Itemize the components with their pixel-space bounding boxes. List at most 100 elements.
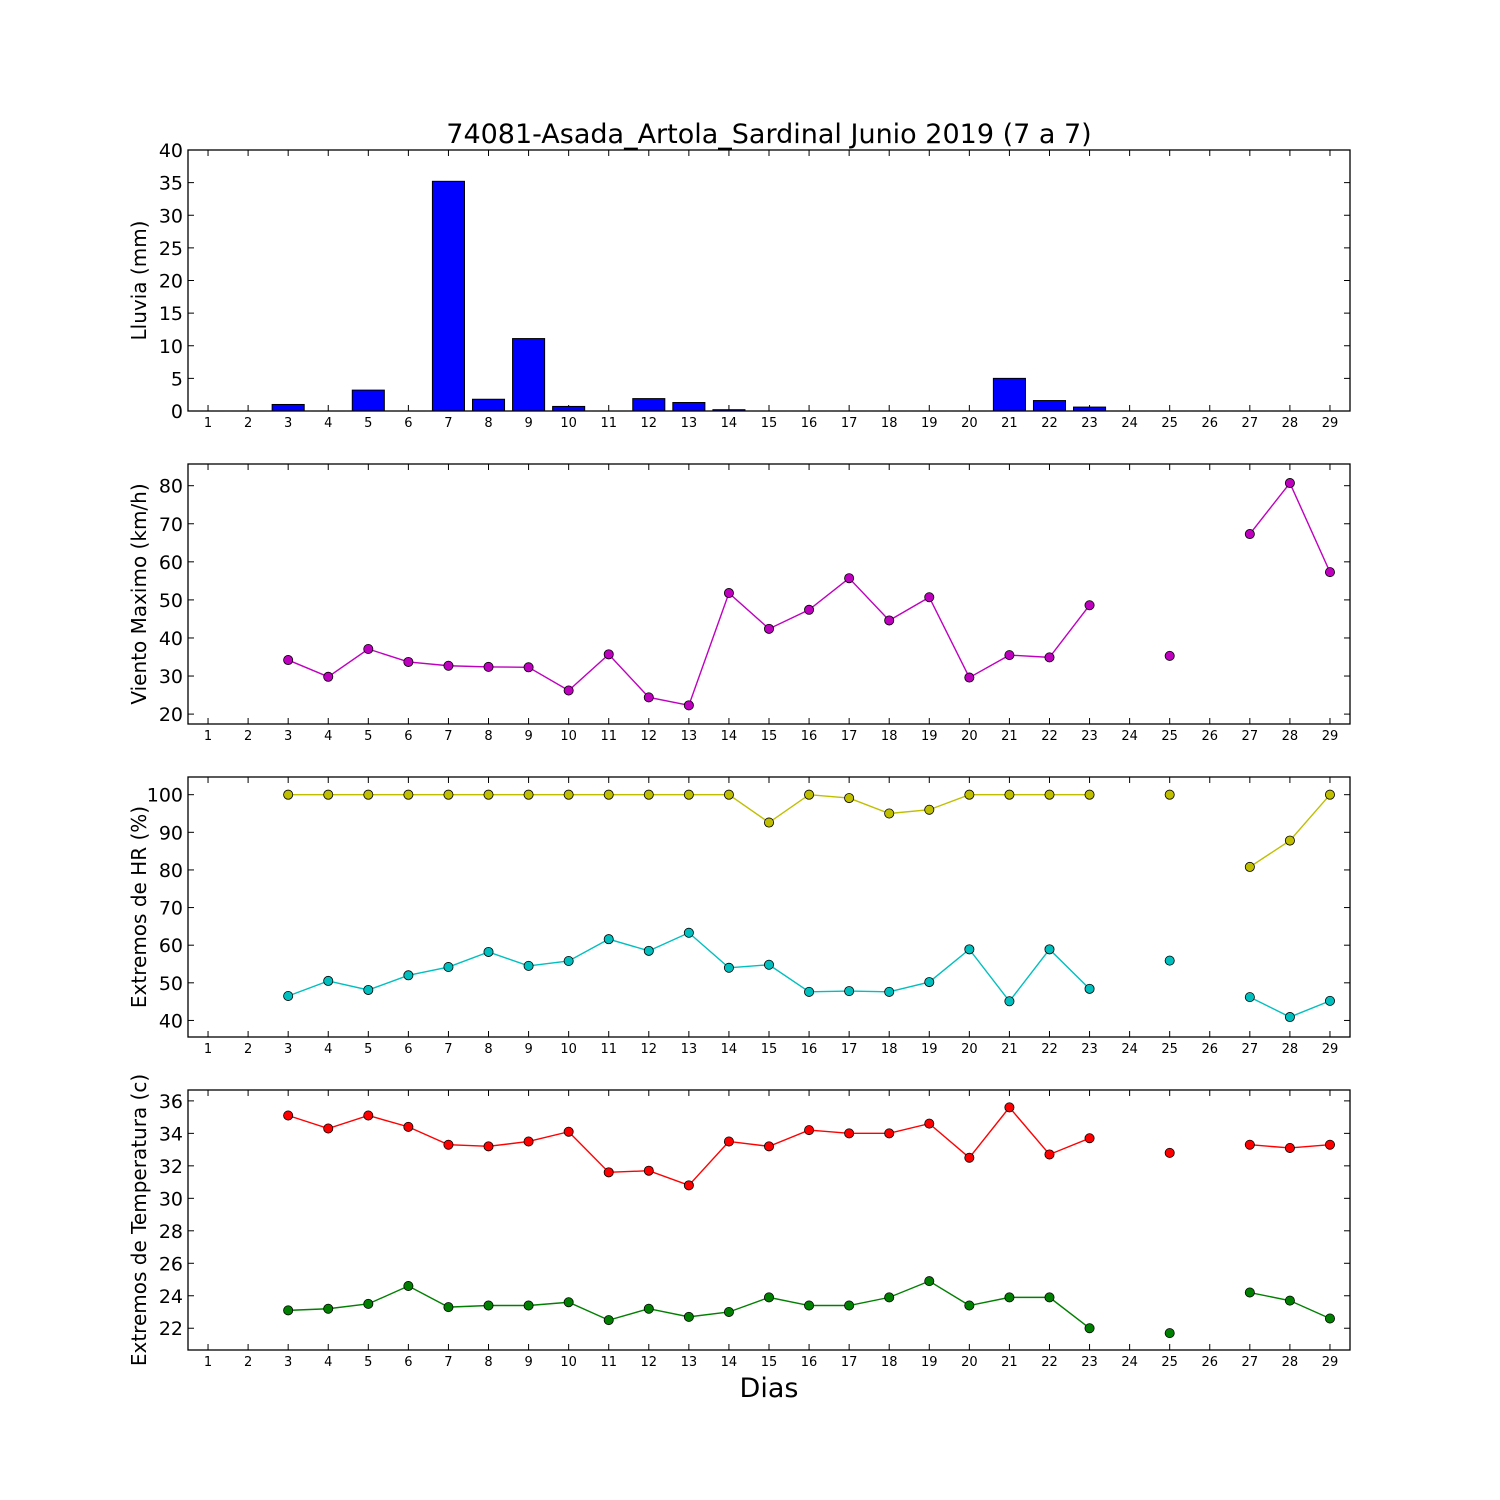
data-point bbox=[964, 1152, 975, 1163]
y-tick-label: 15 bbox=[159, 303, 183, 325]
x-tick-label: 26 bbox=[1201, 1042, 1218, 1057]
x-tick-label: 23 bbox=[1081, 416, 1098, 431]
data-point bbox=[283, 655, 294, 666]
data-point bbox=[1244, 861, 1255, 872]
data-point bbox=[523, 1300, 534, 1311]
y-tick-label: 40 bbox=[159, 628, 183, 650]
data-point bbox=[363, 984, 374, 995]
data-point bbox=[844, 1128, 855, 1139]
x-tick-label: 5 bbox=[364, 1042, 372, 1057]
x-tick-label: 6 bbox=[404, 1355, 412, 1370]
x-tick-label: 28 bbox=[1282, 1355, 1299, 1370]
data-point bbox=[1164, 955, 1175, 966]
bar bbox=[1032, 400, 1067, 412]
x-tick-label: 18 bbox=[881, 1355, 898, 1370]
x-tick-label: 7 bbox=[444, 729, 452, 744]
data-point bbox=[603, 649, 614, 660]
data-point bbox=[764, 1141, 775, 1152]
y-tick-label: 24 bbox=[159, 1286, 183, 1308]
data-point bbox=[844, 793, 855, 804]
x-tick-label: 29 bbox=[1322, 1042, 1339, 1057]
y-tick-label: 40 bbox=[159, 1010, 183, 1032]
data-point bbox=[1084, 1323, 1095, 1334]
data-point bbox=[283, 789, 294, 800]
series-line-2 bbox=[287, 931, 1091, 1003]
x-tick-label: 8 bbox=[484, 416, 492, 431]
x-tick-label: 29 bbox=[1322, 416, 1339, 431]
x-tick-label: 29 bbox=[1322, 729, 1339, 744]
data-point bbox=[403, 1281, 414, 1292]
data-point bbox=[1164, 650, 1175, 661]
x-tick-label: 5 bbox=[364, 416, 372, 431]
x-tick-label: 3 bbox=[284, 729, 292, 744]
data-point bbox=[483, 1300, 494, 1311]
data-point bbox=[884, 1128, 895, 1139]
data-point bbox=[804, 986, 815, 997]
x-tick-label: 7 bbox=[444, 416, 452, 431]
x-tick-label: 19 bbox=[921, 416, 938, 431]
data-point bbox=[643, 789, 654, 800]
data-point bbox=[924, 804, 935, 815]
data-point bbox=[1284, 1142, 1295, 1153]
data-point bbox=[1284, 1012, 1295, 1023]
data-point bbox=[1004, 650, 1015, 661]
data-point bbox=[643, 692, 654, 703]
x-tick-label: 12 bbox=[641, 1042, 658, 1057]
data-point bbox=[443, 660, 454, 671]
data-point bbox=[683, 927, 694, 938]
x-tick-label: 13 bbox=[681, 1042, 698, 1057]
x-tick-label: 15 bbox=[761, 1355, 778, 1370]
series-line-1 bbox=[1249, 481, 1331, 573]
x-tick-label: 29 bbox=[1322, 1355, 1339, 1370]
x-tick-label: 28 bbox=[1282, 729, 1299, 744]
y-tick-label: 50 bbox=[159, 973, 183, 995]
x-tick-label: 16 bbox=[801, 1355, 818, 1370]
data-point bbox=[643, 1303, 654, 1314]
y-tick-label: 90 bbox=[159, 822, 183, 844]
x-tick-label: 25 bbox=[1161, 729, 1178, 744]
y-axis-label: Extremos de Temperatura (c) bbox=[127, 1074, 151, 1366]
data-point bbox=[323, 975, 334, 986]
y-tick-label: 60 bbox=[159, 935, 183, 957]
data-point bbox=[1324, 1139, 1335, 1150]
x-tick-label: 21 bbox=[1001, 1042, 1018, 1057]
data-point bbox=[1084, 1133, 1095, 1144]
series-line-1 bbox=[1249, 794, 1331, 868]
x-tick-label: 1 bbox=[204, 729, 212, 744]
data-point bbox=[723, 789, 734, 800]
x-tick-label: 2 bbox=[244, 416, 252, 431]
data-point bbox=[1084, 600, 1095, 611]
x-tick-label: 11 bbox=[600, 1355, 617, 1370]
x-tick-label: 9 bbox=[524, 416, 532, 431]
x-tick-label: 26 bbox=[1201, 729, 1218, 744]
y-tick-label: 26 bbox=[159, 1253, 183, 1275]
data-point bbox=[603, 1167, 614, 1178]
y-axis-label: Lluvia (mm) bbox=[127, 221, 151, 341]
x-tick-label: 4 bbox=[324, 416, 332, 431]
x-tick-label: 24 bbox=[1121, 1355, 1138, 1370]
data-point bbox=[964, 789, 975, 800]
x-tick-label: 23 bbox=[1081, 729, 1098, 744]
y-tick-label: 70 bbox=[159, 898, 183, 920]
x-tick-label: 12 bbox=[641, 729, 658, 744]
data-point bbox=[523, 662, 534, 673]
bar bbox=[672, 402, 706, 412]
x-tick-label: 18 bbox=[881, 729, 898, 744]
x-tick-label: 22 bbox=[1041, 416, 1058, 431]
data-point bbox=[523, 960, 534, 971]
data-point bbox=[603, 789, 614, 800]
y-tick-label: 30 bbox=[159, 205, 183, 227]
data-point bbox=[523, 1136, 534, 1147]
data-point bbox=[283, 990, 294, 1001]
y-tick-label: 60 bbox=[159, 552, 183, 574]
data-point bbox=[844, 1300, 855, 1311]
series-line-1 bbox=[287, 577, 1091, 707]
data-point bbox=[1164, 1147, 1175, 1158]
bar bbox=[471, 398, 506, 412]
x-tick-label: 25 bbox=[1161, 1355, 1178, 1370]
data-point bbox=[764, 623, 775, 634]
data-point bbox=[723, 588, 734, 599]
